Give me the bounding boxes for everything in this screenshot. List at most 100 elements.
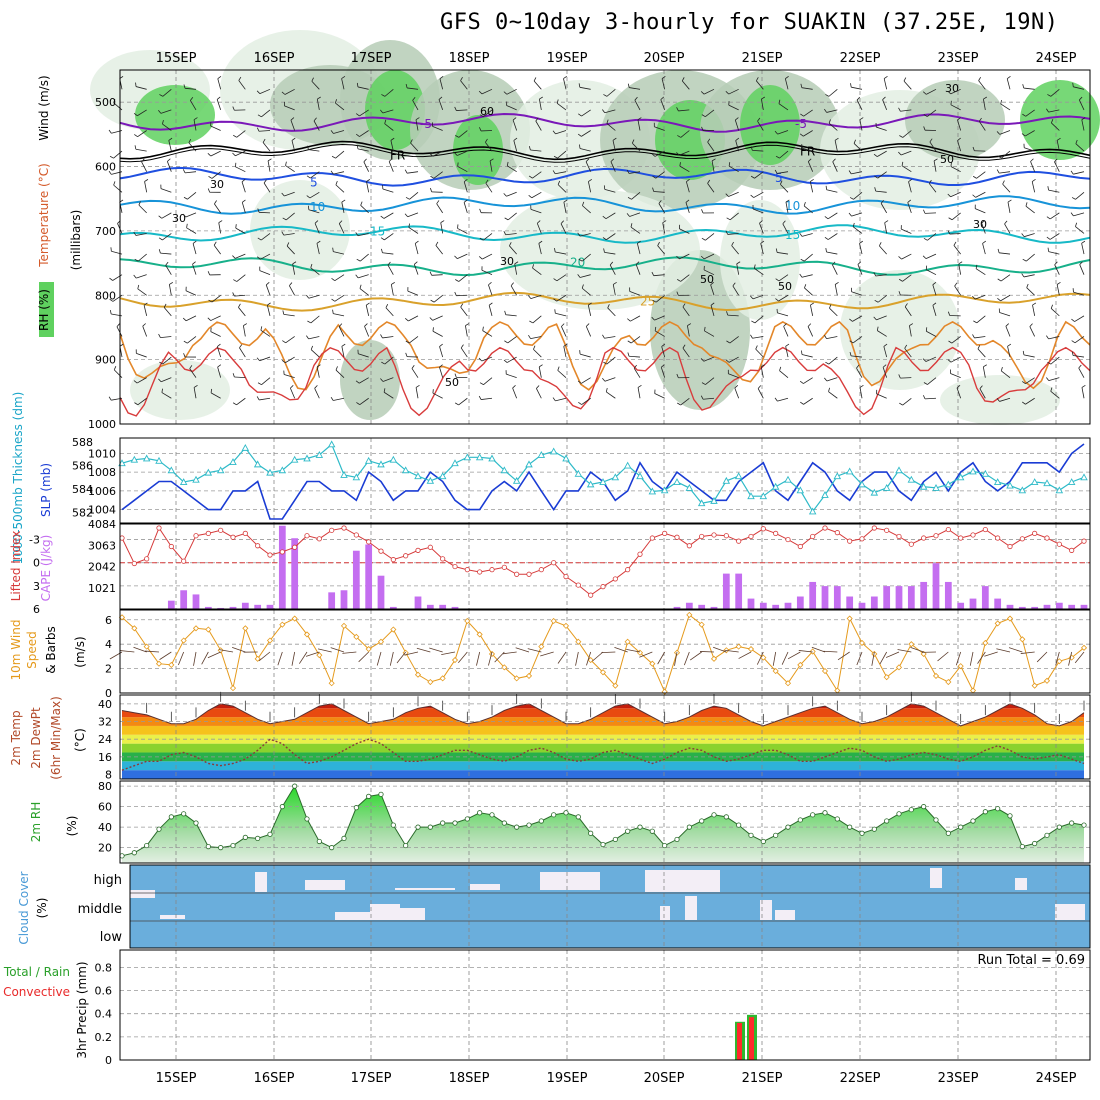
cape-bar xyxy=(439,604,447,609)
wind-barb xyxy=(333,171,345,175)
wind-barb xyxy=(333,251,345,255)
wind-barb xyxy=(530,149,542,152)
sfc-wind-barb xyxy=(557,651,567,664)
wind-barb xyxy=(761,364,765,368)
wind-barb xyxy=(972,146,975,151)
date-label-bottom: 24SEP xyxy=(1036,1071,1077,1086)
wind-barb xyxy=(588,179,592,182)
sfc-wind-barb xyxy=(1008,647,1023,653)
wind-barb xyxy=(1000,103,1011,111)
wind-barb xyxy=(628,355,641,358)
wind-barb xyxy=(560,223,567,234)
cape-bar xyxy=(278,525,286,609)
wind-speed-point xyxy=(747,645,755,653)
wind-barb xyxy=(313,120,320,131)
wind-barb xyxy=(999,397,1011,402)
wind-barb xyxy=(686,178,690,183)
wind-barb xyxy=(654,393,665,399)
wind-barb xyxy=(629,87,641,90)
wind-barb xyxy=(235,253,246,259)
sfc-wind-barb xyxy=(856,651,863,666)
wind-barb xyxy=(1025,253,1035,262)
wind-barb xyxy=(654,315,665,321)
pressure-unit-label: (millibars) xyxy=(69,210,83,271)
wind-barb xyxy=(259,270,271,276)
wind-barb xyxy=(602,237,607,241)
wind-barb xyxy=(775,155,780,159)
thickness-point xyxy=(327,440,336,448)
wind-barb xyxy=(653,191,665,193)
wind-barb xyxy=(703,88,715,95)
wind-barb xyxy=(238,76,242,81)
wind-barb xyxy=(314,223,320,234)
wind-barb xyxy=(211,294,221,303)
wind-barb xyxy=(849,340,854,344)
li-point xyxy=(144,556,150,562)
cape-bar xyxy=(451,606,459,609)
temp-tick-label: 24 xyxy=(98,733,112,746)
wind-barb xyxy=(799,273,803,278)
wind-barb xyxy=(725,230,729,235)
sfc-wind-barb xyxy=(441,651,456,656)
wind-barb xyxy=(167,158,171,162)
wind-barb xyxy=(440,222,444,234)
wind-barb xyxy=(380,378,384,382)
wind-barb xyxy=(185,171,197,174)
wind-barb xyxy=(138,204,147,214)
date-label-bottom: 20SEP xyxy=(644,1071,685,1086)
wind-barb xyxy=(306,175,311,179)
wind-barb xyxy=(581,377,591,384)
wind-barb xyxy=(799,133,804,137)
wind-speed-point xyxy=(550,617,557,625)
wind-barb xyxy=(330,170,334,175)
li-point xyxy=(612,576,618,582)
wind-barb xyxy=(408,336,419,344)
wind-barb xyxy=(291,137,296,141)
wind-barb xyxy=(135,148,147,152)
sfc-wind-barb xyxy=(683,651,690,666)
wind-barb xyxy=(335,180,338,186)
wind-barb xyxy=(726,217,731,221)
isotherm-label: FR xyxy=(390,149,405,163)
wind-barb xyxy=(431,274,443,276)
cloud-gap-high xyxy=(130,890,155,898)
sfc-wind-barb xyxy=(389,651,394,666)
rh-point xyxy=(600,841,606,848)
wind-barb xyxy=(1032,302,1037,306)
wind-barb xyxy=(1071,340,1076,344)
wind-barb xyxy=(439,343,443,347)
wind-barb xyxy=(782,223,789,234)
wind-barb xyxy=(1081,387,1085,399)
wind-barb xyxy=(953,241,957,246)
wind-barb xyxy=(488,305,493,316)
wind-barb xyxy=(310,345,314,350)
wind-barb xyxy=(358,353,369,358)
date-label-bottom: 19SEP xyxy=(547,1071,588,1086)
wind-barb xyxy=(586,323,590,327)
sfc-wind-barb xyxy=(540,651,554,657)
li-point xyxy=(156,525,162,531)
wind-barb xyxy=(190,100,197,111)
wind-barb xyxy=(478,395,482,400)
wind-barb xyxy=(232,402,237,406)
wind-barb xyxy=(407,212,419,218)
wind-barb xyxy=(581,130,591,137)
cape-bar xyxy=(352,550,360,609)
wind-barb xyxy=(1000,274,1011,282)
wind-barb xyxy=(609,264,616,275)
cape-bar xyxy=(944,581,952,609)
thickness-point xyxy=(759,492,768,500)
wind-barb xyxy=(210,392,221,399)
rh-point xyxy=(1019,843,1025,850)
rh-contour-label: 30 xyxy=(500,255,514,268)
wind-barb xyxy=(281,91,286,95)
wind-barb xyxy=(947,311,951,316)
wind-barb xyxy=(757,120,764,131)
wind-barb xyxy=(363,161,370,172)
wind-speed-point xyxy=(180,637,187,644)
thickness-point xyxy=(1043,479,1051,487)
wind-barb xyxy=(856,364,860,369)
wind-barb xyxy=(874,187,877,192)
wind-barb xyxy=(710,302,715,306)
